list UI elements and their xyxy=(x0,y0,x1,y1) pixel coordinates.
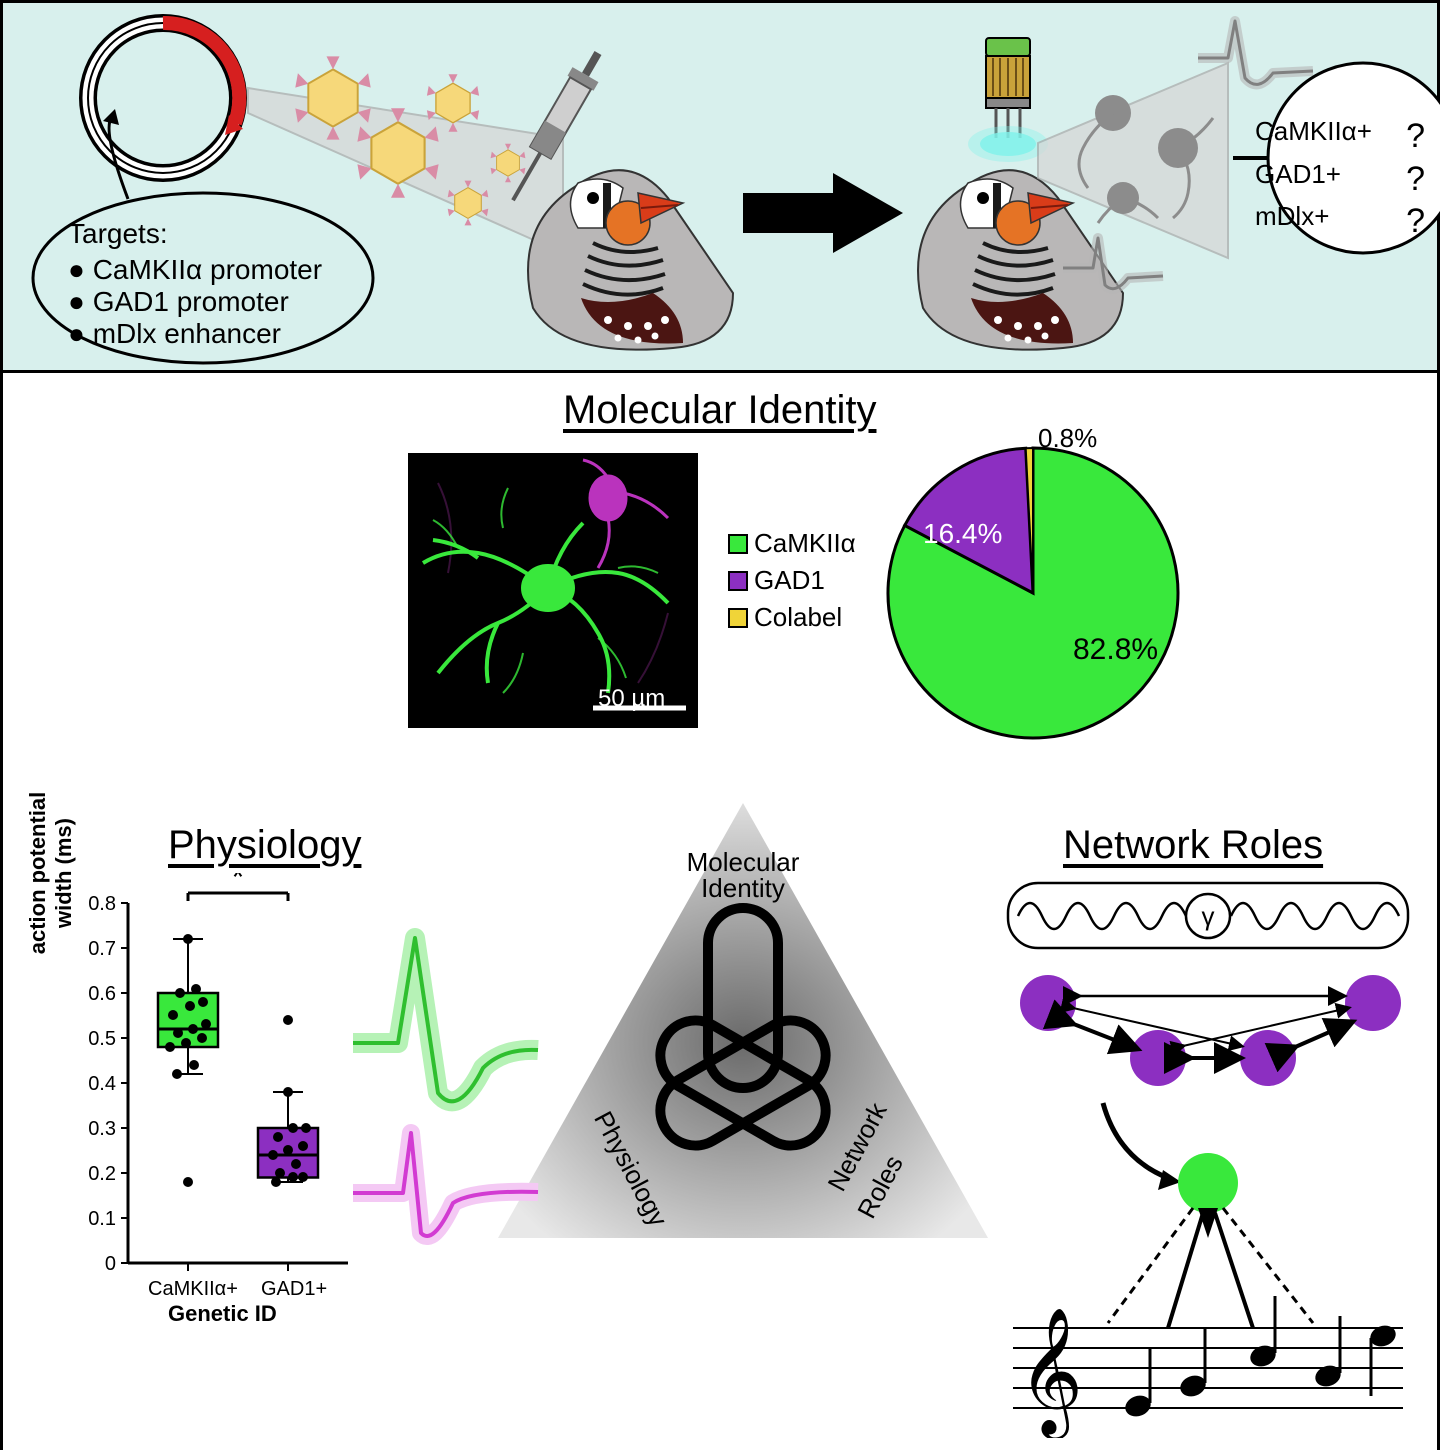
svg-text:0.2: 0.2 xyxy=(88,1163,116,1185)
output-list: CaMKIIα+? GAD1+? mDlx+? xyxy=(1255,115,1425,243)
targets-title: Targets: xyxy=(68,218,322,250)
svg-text:0.1: 0.1 xyxy=(88,1208,116,1230)
pie-gad-label: 16.4% xyxy=(923,518,1002,550)
big-arrow xyxy=(743,173,903,253)
svg-text:0.3: 0.3 xyxy=(88,1118,116,1140)
qmark-2: ? xyxy=(1406,200,1425,243)
gamma-label: γ xyxy=(1202,901,1215,931)
xtick-1: GAD1+ xyxy=(261,1278,327,1301)
targets-arrow-head xyxy=(103,109,119,125)
pie-legend: CaMKIIα GAD1 Colabel xyxy=(728,528,856,633)
tri-top-2: Identity xyxy=(701,873,785,903)
optrode xyxy=(968,38,1048,162)
out-item-0: CaMKIIα+ xyxy=(1255,115,1372,158)
purple-net xyxy=(1020,975,1401,1086)
pie-chart xyxy=(873,428,1193,748)
xlabel: Genetic ID xyxy=(168,1301,277,1327)
net-title: Network Roles xyxy=(1063,823,1323,868)
central-triangle: Molecular Identity Physiology Network Ro… xyxy=(483,793,1003,1263)
treble-clef: 𝄞 xyxy=(1018,1309,1083,1438)
figure-root: Targets: ● CaMKIIα promoter ● GAD1 promo… xyxy=(0,0,1440,1450)
legend-gad: GAD1 xyxy=(754,565,825,596)
svg-text:0.6: 0.6 xyxy=(88,983,116,1005)
out-item-2: mDlx+ xyxy=(1255,200,1329,243)
bottom-panel: Molecular Identity xyxy=(3,373,1437,1450)
scale-label: 50 µm xyxy=(598,685,665,713)
svg-text:0.8: 0.8 xyxy=(88,893,116,915)
targets-box: Targets: ● CaMKIIα promoter ● GAD1 promo… xyxy=(68,218,322,350)
target-item-2: ● mDlx enhancer xyxy=(68,318,322,350)
svg-text:0: 0 xyxy=(105,1253,116,1275)
box-camk xyxy=(158,934,218,1187)
svg-text:0.5: 0.5 xyxy=(88,1028,116,1050)
xtick-0: CaMKIIα+ xyxy=(148,1278,238,1301)
waveforms xyxy=(343,928,543,1248)
phys-title: Physiology xyxy=(168,823,361,868)
target-item-1: ● GAD1 promoter xyxy=(68,286,322,318)
box-gad xyxy=(258,1015,318,1187)
boxplot: 0 0.1 0.2 0.3 0.4 0.5 0.6 0.7 0.8 * xyxy=(58,873,368,1323)
network-svg: γ xyxy=(1003,878,1423,1438)
legend-camk: CaMKIIα xyxy=(754,528,856,559)
ylabel: action potentialwidth (ms) xyxy=(25,743,77,1003)
pie-camk-label: 82.8% xyxy=(1073,633,1158,667)
top-panel: Targets: ● CaMKIIα promoter ● GAD1 promo… xyxy=(3,3,1437,373)
music-staff: 𝄞 xyxy=(1013,1296,1403,1438)
out-item-1: GAD1+ xyxy=(1255,158,1341,201)
molecular-title: Molecular Identity xyxy=(563,388,876,433)
pie-colabel-label: 0.8% xyxy=(1038,423,1097,454)
svg-text:0.7: 0.7 xyxy=(88,938,116,960)
plasmid-ring xyxy=(81,16,245,180)
svg-text:0.4: 0.4 xyxy=(88,1073,116,1095)
qmark-1: ? xyxy=(1406,158,1425,201)
qmark-0: ? xyxy=(1406,115,1425,158)
legend-colabel: Colabel xyxy=(754,602,842,633)
green-node xyxy=(1178,1153,1238,1213)
target-item-0: ● CaMKIIα promoter xyxy=(68,254,322,286)
sig-star: * xyxy=(232,873,244,895)
